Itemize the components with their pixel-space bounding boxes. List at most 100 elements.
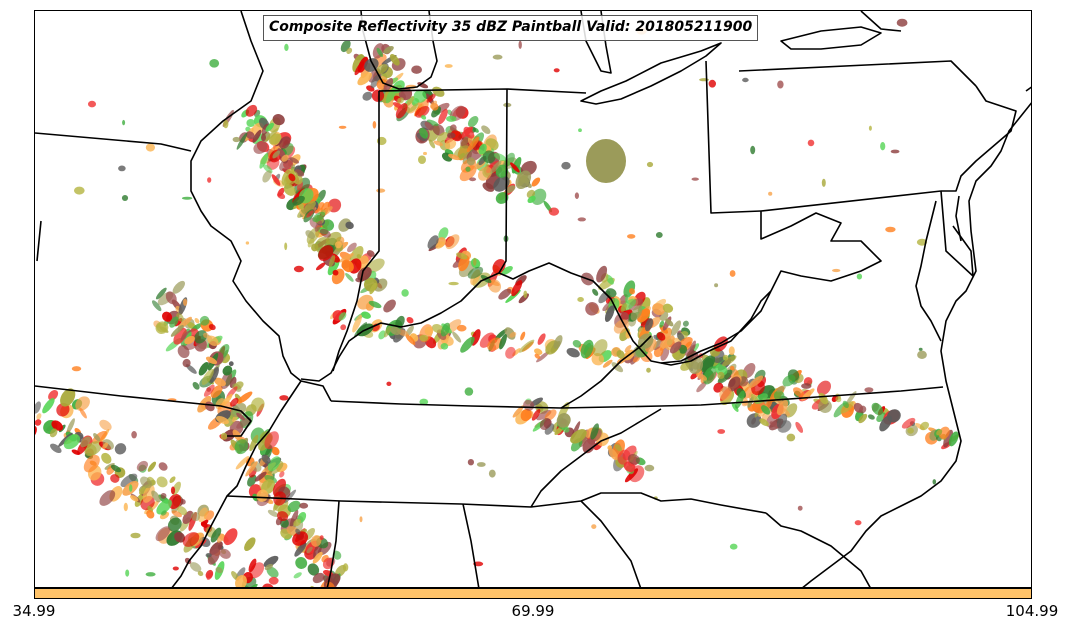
storm-cell — [464, 387, 474, 396]
storm-cell — [746, 413, 762, 428]
storm-cell — [342, 563, 349, 572]
storm-cell — [293, 519, 302, 527]
storm-cell — [465, 166, 471, 172]
storm-cell — [520, 408, 532, 422]
storm-cell — [318, 245, 334, 262]
storm-cell — [370, 74, 381, 89]
storm-cell — [776, 400, 789, 416]
storm-cell — [456, 252, 468, 260]
storm-cell — [479, 332, 495, 348]
storm-cell — [80, 436, 91, 448]
storm-cell — [548, 207, 560, 216]
storm-cell — [328, 255, 336, 268]
storm-cell — [793, 387, 805, 398]
storm-cell — [383, 46, 394, 54]
storm-cell — [556, 413, 571, 428]
storm-cell — [60, 388, 76, 407]
illinois-indiana-border — [332, 91, 380, 372]
storm-cell — [184, 335, 195, 345]
storm-cell — [293, 265, 304, 273]
storm-cell — [432, 123, 445, 136]
storm-cell — [51, 420, 63, 431]
storm-cell — [742, 77, 749, 83]
storm-cell — [577, 297, 584, 302]
storm-cell — [856, 273, 863, 280]
storm-cell — [561, 161, 571, 170]
storm-cell — [312, 211, 326, 223]
storm-cell — [254, 471, 267, 482]
storm-cell — [93, 433, 101, 442]
storm-cell — [83, 454, 100, 473]
storm-cell — [918, 347, 923, 351]
kentucky-tennessee-border — [330, 386, 944, 409]
storm-cell — [406, 96, 415, 106]
storm-cell — [303, 201, 316, 213]
storm-cell — [714, 283, 719, 288]
storm-cell — [131, 431, 137, 439]
storm-cell — [627, 234, 636, 239]
storm-cell — [729, 365, 735, 371]
storm-cell — [341, 259, 354, 273]
storm-cell — [307, 563, 320, 576]
storm-cell — [433, 140, 444, 146]
storm-cell — [156, 499, 172, 515]
map-panel — [34, 10, 1032, 588]
storm-cell — [510, 162, 520, 173]
storm-cell — [818, 399, 832, 413]
storm-cell — [867, 414, 875, 420]
storm-cell — [499, 333, 507, 350]
storm-cell — [130, 532, 141, 539]
storm-cell — [268, 576, 279, 585]
storm-cell — [310, 535, 322, 547]
storm-cell — [345, 273, 354, 282]
storm-cell — [735, 390, 745, 409]
storm-cell — [868, 125, 872, 131]
storm-cell — [256, 489, 269, 502]
storm-cell — [591, 524, 597, 529]
storm-cell — [383, 299, 396, 313]
storm-cell — [284, 489, 297, 503]
storm-cell — [294, 542, 307, 557]
storm-cell — [198, 507, 208, 523]
storm-cell — [63, 434, 81, 450]
storm-cell — [656, 332, 666, 341]
storm-cell — [717, 371, 725, 379]
storm-cell — [210, 527, 222, 543]
storm-cell — [452, 331, 462, 343]
storm-cell — [118, 165, 126, 172]
storm-cell — [395, 103, 408, 119]
storm-cell — [473, 257, 477, 266]
colorbar-tick-mid: 69.99 — [511, 602, 555, 620]
storm-cell — [110, 474, 120, 483]
storm-cell — [99, 490, 116, 506]
storm-cell — [447, 132, 456, 139]
storm-cell — [209, 367, 219, 383]
storm-cell — [340, 324, 347, 331]
storm-cell — [466, 136, 480, 153]
storm-cell — [699, 355, 716, 372]
storm-cell — [624, 468, 639, 483]
storm-cell — [608, 448, 619, 461]
storm-cell — [283, 184, 296, 196]
storm-cell — [234, 439, 249, 455]
storm-cell — [155, 321, 169, 335]
storm-cell — [395, 315, 405, 329]
storm-cell — [130, 495, 139, 502]
storm-cell — [228, 361, 234, 367]
storm-cell — [335, 241, 342, 249]
storm-cell — [527, 195, 536, 204]
storm-cell — [580, 339, 594, 359]
storm-cell — [307, 237, 315, 248]
storm-cell — [151, 300, 162, 312]
storm-cell — [397, 97, 405, 104]
storm-cell — [236, 391, 253, 404]
storm-cell — [266, 566, 279, 578]
storm-cell — [644, 464, 655, 472]
storm-cell — [265, 122, 274, 132]
storm-cell — [245, 131, 255, 140]
storm-cell — [48, 389, 59, 401]
storm-cell — [577, 217, 586, 222]
storm-cell — [182, 358, 191, 368]
storm-cell — [750, 394, 759, 403]
storm-cell — [630, 305, 643, 321]
